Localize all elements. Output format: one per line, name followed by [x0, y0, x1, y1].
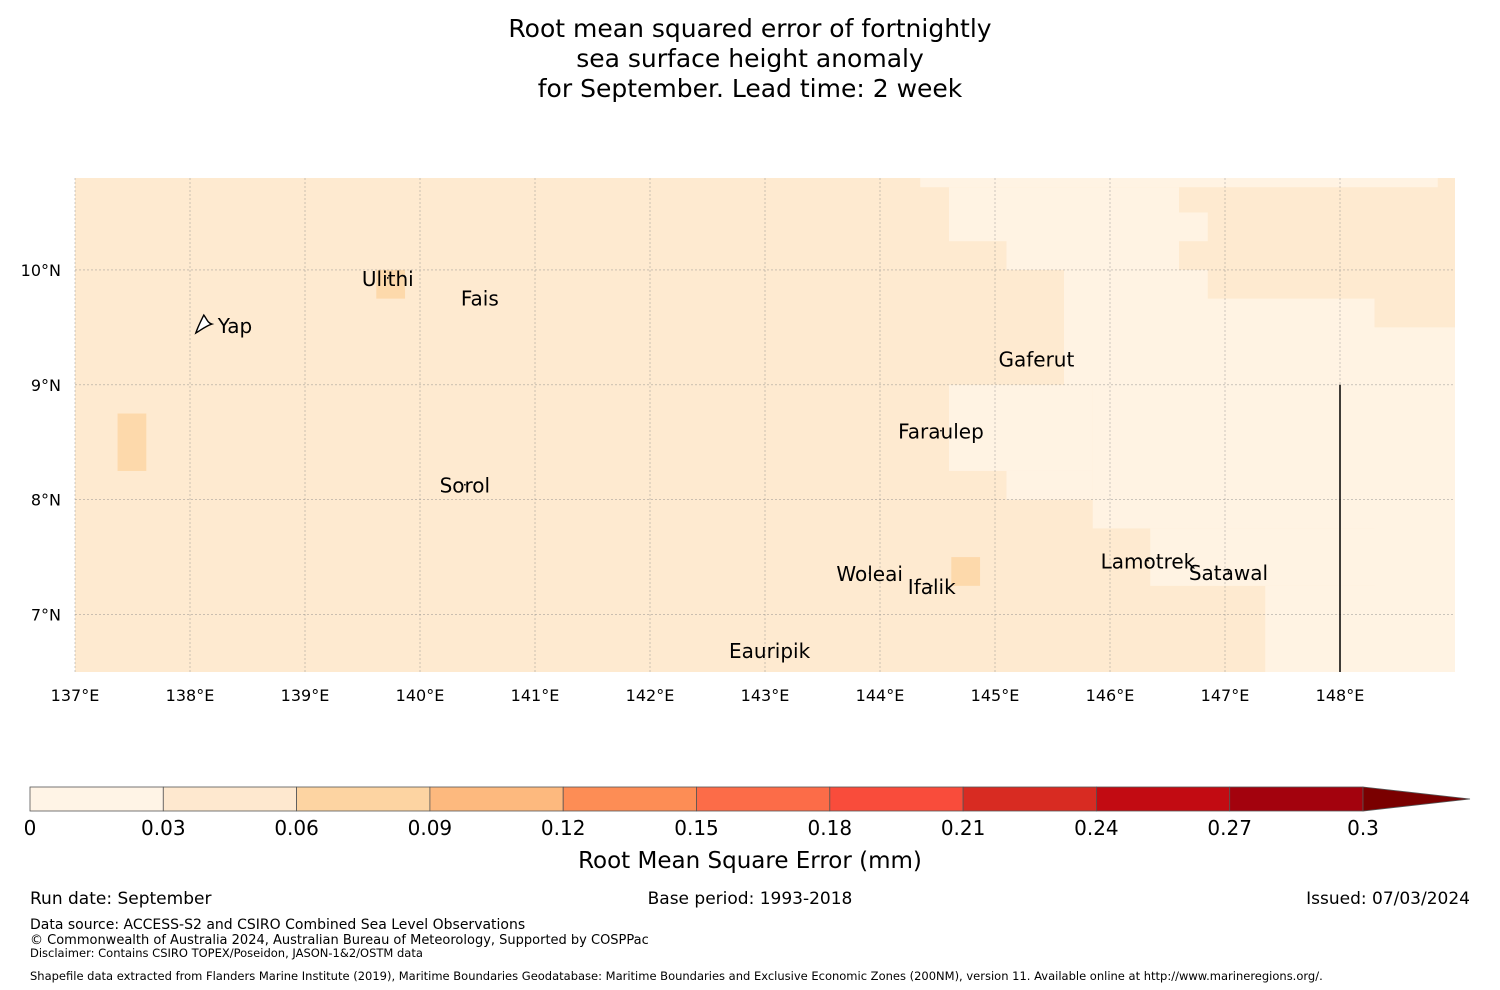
title-line-3: for September. Lead time: 2 week: [537, 74, 963, 103]
island-label: Ulithi: [362, 267, 414, 291]
lon-tick-label: 143°E: [741, 686, 790, 705]
rmse-cell-8: [1006, 470, 1093, 500]
colorbar-bin-1: [162, 786, 298, 812]
lat-tick-label: 7°N: [31, 606, 61, 625]
island-label: Yap: [217, 314, 252, 338]
island-label: Eauripik: [729, 639, 811, 663]
colorbar-tick-label: 0.27: [1207, 816, 1252, 840]
colorbar-tick-label: 0.3: [1347, 816, 1379, 840]
lon-tick-label: 145°E: [971, 686, 1020, 705]
rmse-cell-0: [920, 178, 1438, 188]
lat-tick-label: 9°N: [31, 376, 61, 395]
island-dot: [768, 649, 771, 652]
colorbar-bin-4: [562, 786, 697, 812]
lon-tick-label: 138°E: [166, 686, 215, 705]
rmse-cell-10: [1265, 585, 1375, 672]
island-dot: [463, 483, 466, 486]
colorbar-title: Root Mean Square Error (mm): [578, 848, 922, 874]
lat-tick-label: 10°N: [21, 261, 61, 280]
island-label: Lamotrek: [1101, 550, 1196, 574]
base-period: Base period: 1993-2018: [647, 889, 853, 909]
colorbar-bin-0: [29, 786, 164, 812]
island-layer: Yap Ulithi Fais Gaferut Faraulep Sorol WoleaiI…: [194, 267, 1268, 663]
rmse-cell-6: [1374, 327, 1455, 672]
island-dot: [478, 296, 481, 299]
colorbar-bin-6: [829, 786, 964, 812]
map-axes: 137°E 138°E 139°E 140°E 141°E 142°E 143°E 144°E…: [21, 261, 1365, 705]
lon-tick-label: 140°E: [396, 686, 445, 705]
island-dot: [386, 277, 389, 279]
colorbar-bin-3: [429, 786, 564, 812]
graticule: [74, 178, 1455, 672]
island-label: Sorol: [440, 474, 491, 498]
rmse-cell-7: [949, 384, 1093, 471]
rmse-cell-1: [949, 187, 1007, 242]
lon-tick-label: 144°E: [856, 686, 905, 705]
shapefile-credit: Shapefile data extracted from Flanders M…: [30, 969, 1323, 983]
colorbar-tick-label: 0.12: [541, 816, 586, 840]
lon-tick-label: 137°E: [51, 686, 100, 705]
island-dot: [1035, 357, 1038, 360]
colorbar-tick-label: 0.09: [408, 816, 453, 840]
rmse-cell-12: [376, 269, 406, 299]
colorbar-bin-7: [962, 786, 1097, 812]
map-figure: Yap Ulithi Fais Gaferut Faraulep Sorol WoleaiI…: [21, 178, 1471, 874]
island-label: Ifalik: [908, 575, 956, 599]
colorbar-legend: 0 0.03 0.06 0.09 0.12 0.15 0.18 0.21 0.24 0.27 0.3…: [24, 786, 1471, 874]
island-label: Fais: [461, 286, 499, 310]
copyright: © Commonwealth of Australia 2024, Austra…: [30, 933, 649, 948]
data-source: Data source: ACCESS-S2 and CSIRO Combine…: [30, 917, 526, 933]
rmse-cell-3: [1179, 212, 1208, 242]
map-title: Root mean squared error of fortnightly s…: [0, 14, 1500, 104]
rmse-cell-2: [1006, 187, 1179, 270]
colorbar-tick-label: 0.21: [941, 816, 986, 840]
rmse-cell-11: [117, 413, 147, 471]
colorbar-tick-label: 0.03: [141, 816, 186, 840]
island-dot: [868, 572, 871, 575]
issued-date: Issued: 07/03/2024: [1306, 889, 1470, 909]
island-label: Gaferut: [998, 347, 1074, 371]
island-dot: [940, 429, 942, 432]
lon-tick-label: 148°E: [1316, 686, 1365, 705]
lon-tick-label: 141°E: [511, 686, 560, 705]
colorbar-tick-label: 0.15: [674, 816, 719, 840]
disclaimer: Disclaimer: Contains CSIRO TOPEX/Poseido…: [30, 946, 423, 960]
lon-tick-label: 147°E: [1201, 686, 1250, 705]
colorbar-tick-label: 0.06: [274, 816, 319, 840]
island-dot: [1147, 559, 1149, 562]
lon-tick-label: 146°E: [1086, 686, 1135, 705]
title-line-1: Root mean squared error of fortnightly: [508, 14, 992, 43]
lon-tick-label: 139°E: [281, 686, 330, 705]
rmse-cell-13: [951, 557, 981, 586]
island-label: Woleai: [836, 562, 903, 586]
colorbar-bin-2: [296, 786, 431, 812]
island-dot: [1227, 571, 1230, 573]
colorbar-bin-9: [1229, 786, 1364, 812]
rmse-cell-5: [1092, 298, 1375, 529]
map-fill-layer: [75, 178, 1455, 672]
colorbar-bin-5: [696, 786, 831, 812]
colorbar-tick-label: 0.18: [808, 816, 853, 840]
yap-island-shape: [194, 313, 215, 335]
lat-tick-label: 8°N: [31, 491, 61, 510]
title-line-2: sea surface height anomaly: [576, 44, 924, 73]
island-label: Faraulep: [898, 420, 984, 444]
rmse-cell-9: [1150, 528, 1375, 586]
island-dot: [930, 584, 933, 587]
colorbar-bin-8: [1096, 786, 1231, 812]
colorbar-tick-label: 0: [24, 816, 37, 840]
run-date: Run date: September: [30, 889, 212, 909]
island-label: Satawal: [1189, 561, 1268, 585]
colorbar-tick-label: 0.24: [1074, 816, 1119, 840]
colorbar-extend-arrow: [1362, 786, 1471, 812]
lon-tick-label: 142°E: [626, 686, 675, 705]
